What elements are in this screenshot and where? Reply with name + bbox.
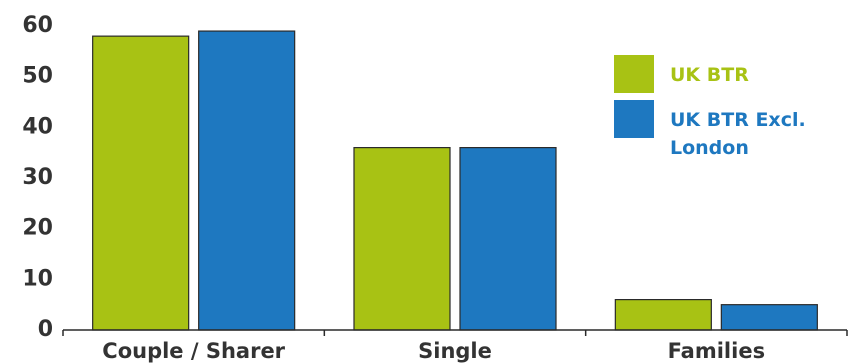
legend-swatch-1 xyxy=(614,55,654,93)
y-tick-label-40: 40 xyxy=(22,114,53,139)
bar-couple-sharer-series-2 xyxy=(198,30,296,331)
bar-single-series-1 xyxy=(353,147,451,331)
bar-families-series-1 xyxy=(614,299,712,331)
y-tick-label-60: 60 xyxy=(22,13,53,38)
legend: UK BTR UK BTR Excl. London xyxy=(614,55,806,159)
y-tick-label-20: 20 xyxy=(22,216,53,241)
legend-swatch-2 xyxy=(614,100,654,138)
category-labels: Couple / Sharer Single Families xyxy=(102,339,765,363)
bar-single-series-2 xyxy=(459,147,557,331)
y-axis-ticks: 0 10 20 30 40 50 60 xyxy=(22,13,53,342)
y-tick-label-30: 30 xyxy=(22,165,53,190)
category-label-families: Families xyxy=(668,339,766,363)
bar-couple-sharer-series-1 xyxy=(92,35,190,331)
y-tick-label-10: 10 xyxy=(22,266,53,291)
y-tick-label-50: 50 xyxy=(22,64,53,89)
y-tick-label-0: 0 xyxy=(38,317,53,342)
bars xyxy=(92,30,818,331)
legend-label-2: UK BTR Excl. London xyxy=(670,109,806,159)
category-label-couple-sharer: Couple / Sharer xyxy=(102,339,285,363)
bar-families-series-2 xyxy=(720,304,818,331)
x-axis xyxy=(62,329,848,336)
legend-label-1: UK BTR xyxy=(670,64,749,86)
category-label-single: Single xyxy=(418,339,492,363)
